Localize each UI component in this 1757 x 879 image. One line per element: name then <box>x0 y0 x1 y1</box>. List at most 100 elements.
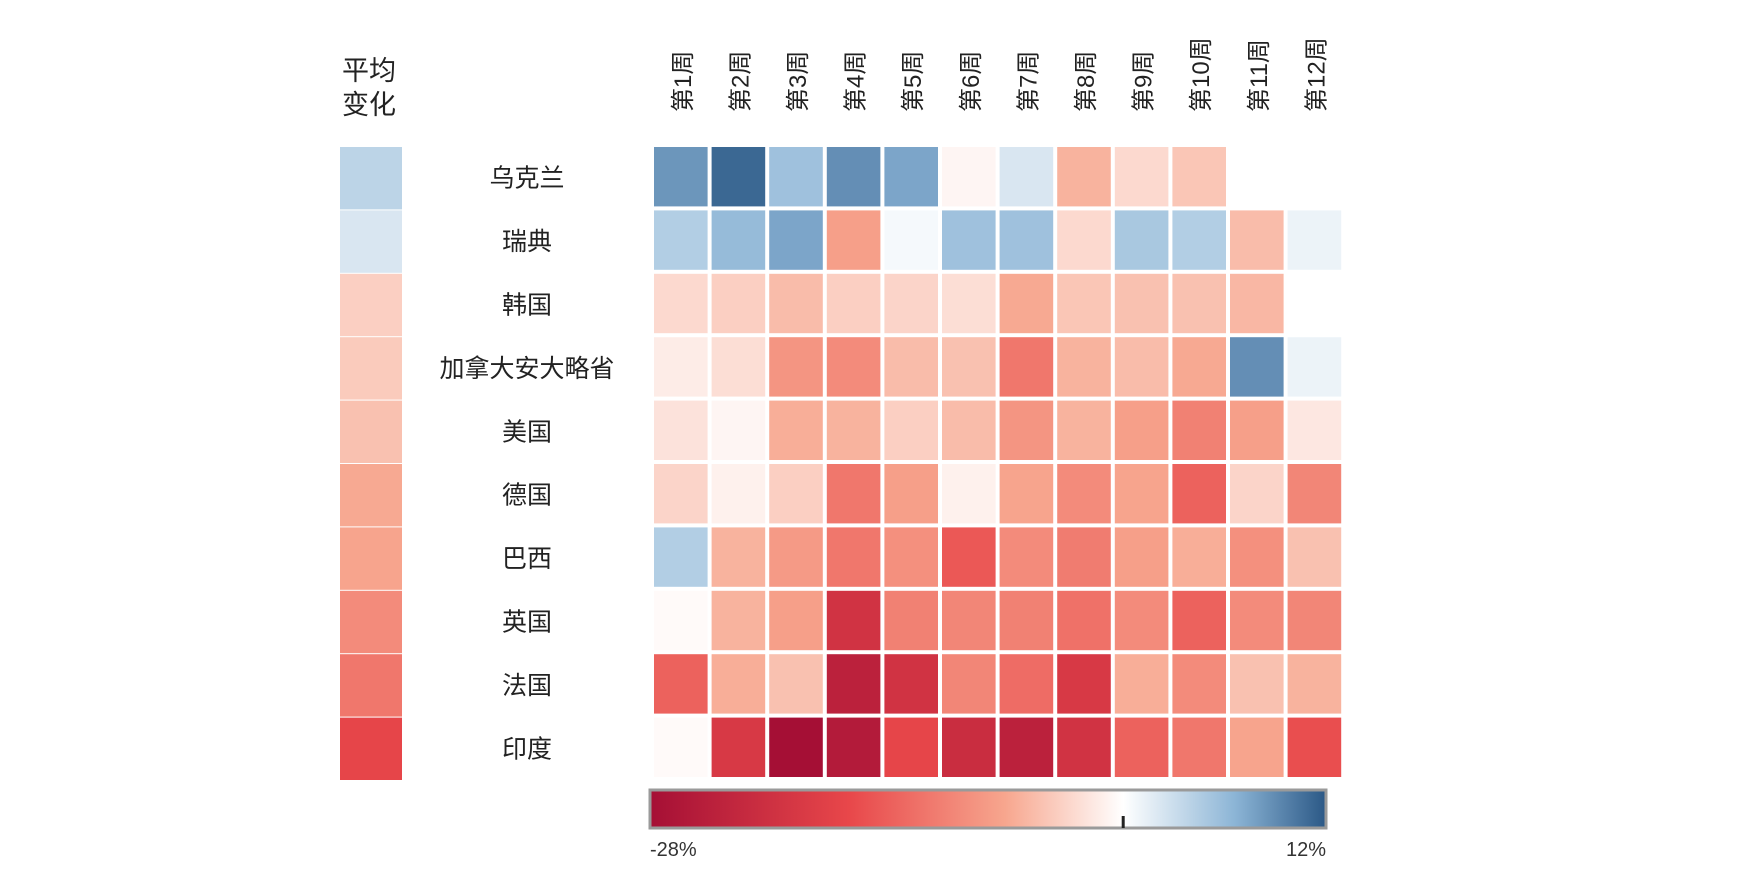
heatmap-cell <box>1230 590 1284 651</box>
colorbar-bar <box>648 788 1328 830</box>
heatmap-cell <box>769 147 823 207</box>
heatmap-cell <box>1287 527 1342 587</box>
heatmap-cell <box>1172 273 1226 334</box>
heatmap-cell <box>654 464 708 524</box>
heatmap-cell <box>1230 464 1284 524</box>
column-label: 第12周 <box>1303 37 1330 112</box>
row-label: 巴西 <box>502 545 552 573</box>
row-label: 乌克兰 <box>489 165 564 193</box>
heatmap-cell <box>711 717 766 777</box>
heatmap-cell <box>999 273 1054 334</box>
column-label: 第1周 <box>670 51 697 112</box>
heatmap-cell <box>1114 337 1169 397</box>
heatmap-cell <box>826 717 881 777</box>
heatmap-cell <box>1057 337 1111 397</box>
heatmap-cell <box>654 210 708 270</box>
heatmap-cell <box>769 654 823 714</box>
average-cell <box>340 654 402 717</box>
heatmap-cell <box>1287 717 1342 777</box>
heatmap-cell <box>884 527 938 587</box>
heatmap-cell <box>884 400 938 460</box>
heatmap-cell <box>711 273 766 334</box>
heatmap-cell <box>826 654 881 714</box>
heatmap-cell <box>1172 527 1226 587</box>
row-label: 美国 <box>502 418 552 446</box>
heatmap-cell <box>654 273 708 334</box>
heatmap-cell <box>769 400 823 460</box>
average-cell <box>340 337 402 400</box>
heatmap-cell <box>999 527 1054 587</box>
heatmap-cell <box>1230 337 1284 397</box>
average-cell <box>340 273 402 337</box>
heatmap-cell <box>1114 147 1169 207</box>
heatmap-cell <box>1114 210 1169 270</box>
heatmap-cell <box>1057 147 1111 207</box>
heatmap-cell <box>1172 717 1226 777</box>
heatmap-cell <box>999 654 1054 714</box>
column-label: 第11周 <box>1246 39 1273 112</box>
heatmap-cell <box>826 400 881 460</box>
heatmap-cell <box>999 590 1054 651</box>
heatmap-cell <box>769 273 823 334</box>
heatmap-cell <box>1287 210 1342 270</box>
heatmap-cell <box>826 464 881 524</box>
heatmap-cell <box>1172 590 1226 651</box>
heatmap-cell <box>654 717 708 777</box>
average-cell <box>340 590 402 654</box>
column-labels: 第1周 第2周 第3周 第4周 第5周 第6周 第7周 第8周 第9周 第10周 第11周 第12周 <box>670 37 1331 112</box>
heatmap-cell <box>769 337 823 397</box>
heatmap-cell <box>884 717 938 777</box>
heatmap-cell <box>884 147 938 207</box>
row-label: 韩国 <box>502 292 552 320</box>
heatmap-cell <box>1172 654 1226 714</box>
heatmap-cell <box>1172 337 1226 397</box>
column-label: 第6周 <box>958 51 985 112</box>
heatmap-cell <box>1230 527 1284 587</box>
column-label: 第2周 <box>727 51 754 112</box>
heatmap-cell <box>711 527 766 587</box>
heatmap-cell <box>1172 147 1226 207</box>
row-label: 德国 <box>502 482 552 510</box>
heatmap-cell <box>1114 464 1169 524</box>
colorbar-max-label: 12% <box>1286 839 1326 861</box>
heatmap-cell <box>999 717 1054 777</box>
heatmap-cell <box>884 654 938 714</box>
heatmap-cell <box>711 400 766 460</box>
heatmap-cell <box>654 400 708 460</box>
heatmap-cell <box>942 210 996 270</box>
heatmap-cell <box>769 717 823 777</box>
heatmap-cell <box>1114 590 1169 651</box>
heatmap-cell <box>999 147 1054 207</box>
average-cell <box>340 527 402 590</box>
heatmap-cell <box>711 464 766 524</box>
heatmap-cell <box>942 717 996 777</box>
average-cell <box>340 717 402 780</box>
heatmap-cell <box>1230 210 1284 270</box>
average-change-title-line: 变化 <box>342 90 396 120</box>
heatmap-cell <box>654 654 708 714</box>
heatmap-cell <box>1172 464 1226 524</box>
heatmap-cell <box>942 273 996 334</box>
heatmap-cell <box>884 464 938 524</box>
heatmap-cell <box>1172 210 1226 270</box>
heatmap-cell <box>654 337 708 397</box>
heatmap-cell <box>999 337 1054 397</box>
heatmap-cell <box>826 273 881 334</box>
heatmap-cell <box>654 527 708 587</box>
heatmap-cell <box>769 210 823 270</box>
heatmap-cells <box>654 147 1342 777</box>
heatmap-cell <box>1114 273 1169 334</box>
average-change-column <box>340 147 402 780</box>
heatmap-cell <box>1287 654 1342 714</box>
heatmap-cell <box>769 590 823 651</box>
heatmap-cell <box>942 337 996 397</box>
heatmap-cell <box>1114 400 1169 460</box>
heatmap-cell <box>1230 654 1284 714</box>
heatmap-cell <box>769 464 823 524</box>
heatmap-cell <box>884 590 938 651</box>
average-change-title-line: 平均 <box>342 56 396 86</box>
heatmap-cell <box>1287 337 1342 397</box>
heatmap-cell <box>1114 717 1169 777</box>
